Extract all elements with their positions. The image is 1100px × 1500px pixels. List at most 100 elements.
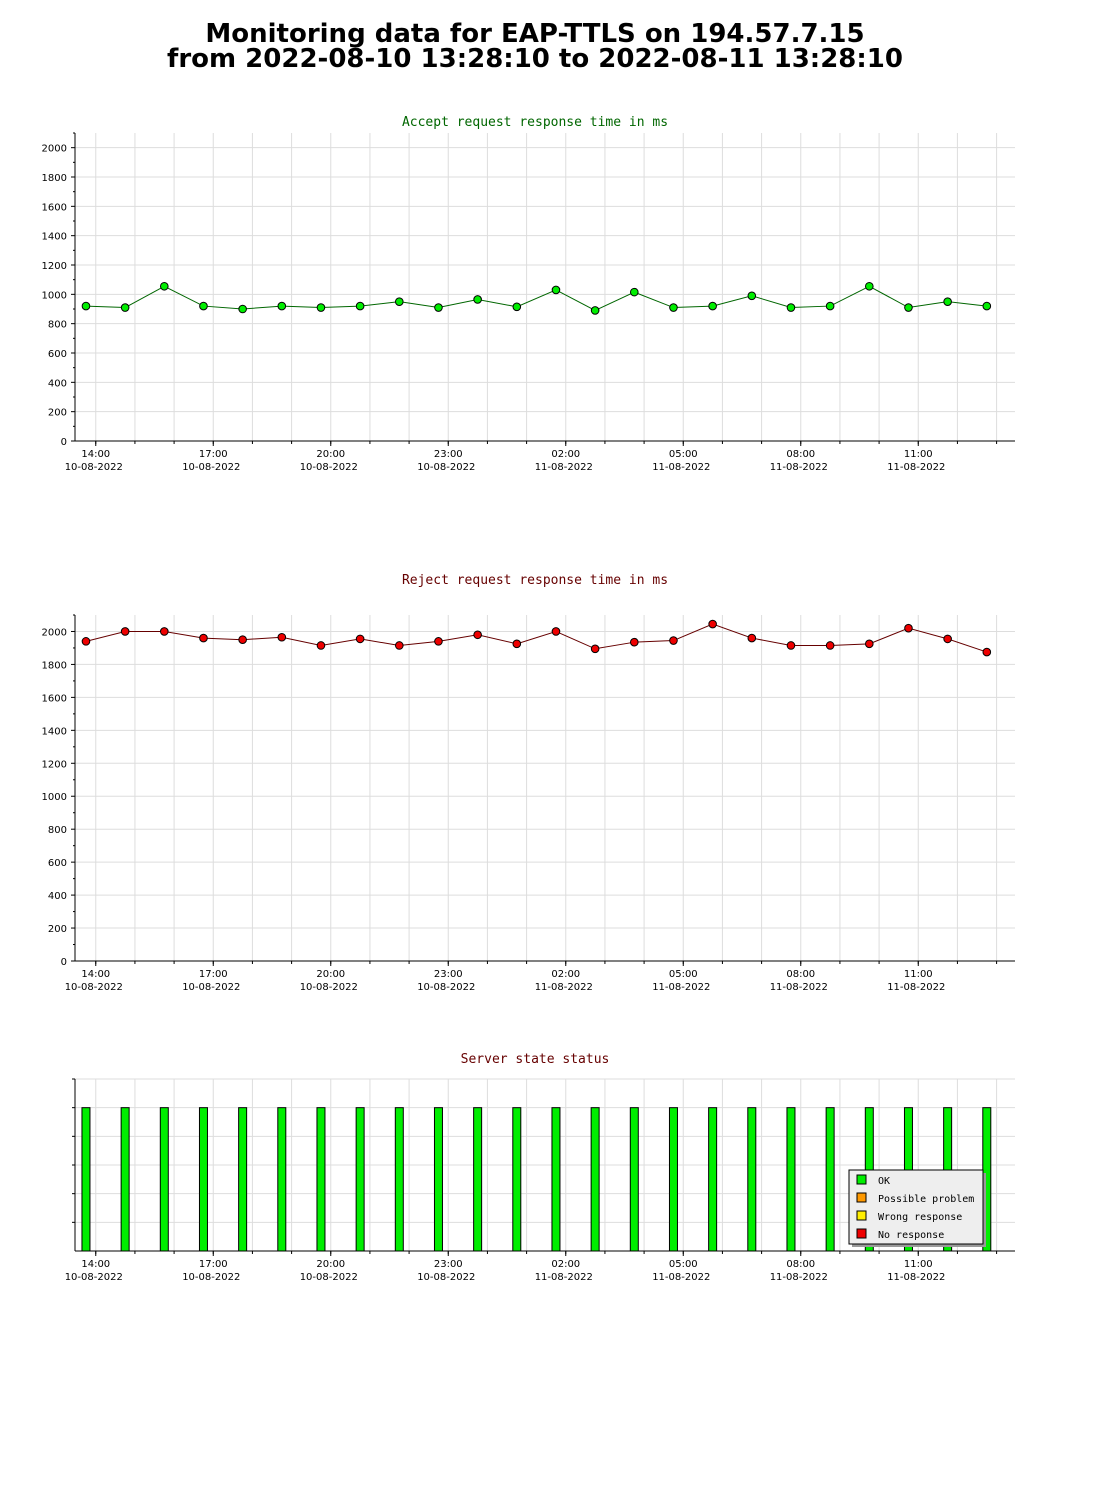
y-tick-label: 1600 — [42, 202, 67, 213]
y-tick-label: 600 — [48, 349, 67, 360]
status-bar — [159, 1107, 169, 1252]
data-point — [316, 303, 326, 312]
series-line — [85, 285, 987, 312]
x-tick-label-date: 11-08-2022 — [535, 982, 593, 993]
data-point — [708, 619, 717, 629]
data-point — [630, 287, 639, 297]
chart-accept: Accept request response time in ms 0 200 40… — [42, 115, 1015, 473]
legend: OK Possible problem Wrong response No respo… — [848, 1169, 986, 1247]
data-point — [395, 641, 404, 650]
status-bar — [590, 1107, 600, 1252]
data-point — [120, 627, 130, 636]
x-tick-label-date: 11-08-2022 — [887, 982, 945, 993]
y-tick-label: 400 — [48, 891, 67, 902]
chart-status: Server state status 14:00 10-08-2022 17:00 1… — [65, 1052, 1015, 1283]
data-point — [708, 301, 717, 311]
x-tick-label-time: 23:00 — [434, 969, 463, 980]
data-point — [473, 295, 482, 304]
y-tick-label: 1000 — [42, 290, 67, 301]
y-tick-label: 200 — [48, 924, 67, 935]
data-point — [160, 281, 169, 291]
status-bar — [277, 1107, 287, 1252]
chart-title: Server state status — [461, 1052, 610, 1067]
data-point — [199, 301, 208, 311]
legend-box — [848, 1169, 984, 1245]
status-bar — [551, 1107, 561, 1252]
data-point — [316, 641, 326, 650]
x-tick-label-time: 14:00 — [81, 969, 110, 980]
x-tick-label-date: 10-08-2022 — [182, 982, 240, 993]
data-point — [512, 302, 522, 312]
x-tick-label-time: 02:00 — [551, 1259, 580, 1270]
data-point — [473, 630, 482, 640]
x-tick-label-date: 10-08-2022 — [417, 982, 475, 993]
y-tick-label: 0 — [61, 437, 67, 448]
x-tick-label-time: 17:00 — [199, 1259, 228, 1270]
legend-label: OK — [878, 1176, 890, 1187]
chart-title: Reject request response time in ms — [402, 573, 668, 588]
y-tick-label: 1200 — [42, 759, 67, 770]
data-point — [669, 303, 678, 312]
status-bar — [120, 1107, 130, 1252]
data-point — [630, 637, 639, 647]
x-tick-label-time: 11:00 — [904, 449, 933, 460]
y-tick-label: 1800 — [42, 660, 67, 671]
y-tick-label: 1400 — [42, 232, 67, 243]
series-line — [85, 623, 987, 653]
x-tick-label-date: 11-08-2022 — [535, 462, 593, 473]
data-point — [512, 639, 522, 649]
data-point — [590, 644, 600, 654]
legend-swatch — [856, 1210, 867, 1221]
data-point — [590, 306, 600, 315]
y-tick-label: 1600 — [42, 693, 67, 704]
status-bar — [786, 1107, 796, 1252]
x-tick-label-time: 17:00 — [199, 449, 228, 460]
x-tick-label-date: 10-08-2022 — [417, 1272, 475, 1283]
x-tick-label-time: 05:00 — [669, 449, 698, 460]
data-point — [786, 641, 796, 650]
status-bar — [473, 1107, 483, 1252]
y-tick-label: 1400 — [42, 726, 67, 737]
data-point — [786, 303, 796, 312]
x-tick-label-time: 17:00 — [199, 969, 228, 980]
data-point — [825, 641, 835, 650]
x-tick-label-time: 23:00 — [434, 449, 463, 460]
x-tick-label-time: 14:00 — [81, 449, 110, 460]
y-tick-label: 200 — [48, 408, 67, 419]
x-tick-label-time: 11:00 — [904, 969, 933, 980]
y-tick-label: 2000 — [42, 627, 67, 638]
x-tick-label-date: 10-08-2022 — [65, 982, 123, 993]
status-bar — [629, 1107, 639, 1252]
chart-title: Accept request response time in ms — [402, 115, 668, 130]
x-tick-label-time: 11:00 — [904, 1259, 933, 1270]
x-tick-label-time: 23:00 — [434, 1259, 463, 1270]
x-tick-label-date: 10-08-2022 — [417, 462, 475, 473]
data-point — [904, 303, 913, 312]
x-tick-label-date: 10-08-2022 — [300, 1272, 358, 1283]
data-point — [982, 647, 992, 657]
data-point — [81, 637, 91, 646]
x-tick-label-date: 10-08-2022 — [65, 462, 123, 473]
chart-reject: Reject request response time in ms 0 200 40… — [42, 573, 1015, 993]
x-tick-label-date: 11-08-2022 — [887, 462, 945, 473]
page-title: Monitoring data for EAP-TTLS on 194.57.7… — [0, 21, 1070, 74]
status-bar — [708, 1107, 718, 1252]
legend-swatch — [856, 1174, 867, 1185]
x-tick-label-time: 20:00 — [316, 1259, 345, 1270]
legend-label: No response — [878, 1230, 944, 1241]
x-tick-label-time: 20:00 — [316, 969, 345, 980]
x-tick-label-time: 05:00 — [669, 969, 698, 980]
x-tick-label-time: 05:00 — [669, 1259, 698, 1270]
legend-label: Wrong response — [878, 1212, 962, 1223]
x-tick-label-date: 10-08-2022 — [182, 1272, 240, 1283]
data-point — [825, 301, 835, 311]
page-title-line-2: from 2022-08-10 13:28:10 to 2022-08-11 1… — [167, 44, 903, 74]
data-point — [943, 634, 952, 644]
status-bar — [825, 1107, 835, 1252]
x-tick-label-date: 10-08-2022 — [65, 1272, 123, 1283]
x-tick-label-date: 11-08-2022 — [770, 982, 828, 993]
status-bar — [668, 1107, 678, 1252]
y-tick-label: 600 — [48, 858, 67, 869]
data-point — [551, 285, 561, 295]
